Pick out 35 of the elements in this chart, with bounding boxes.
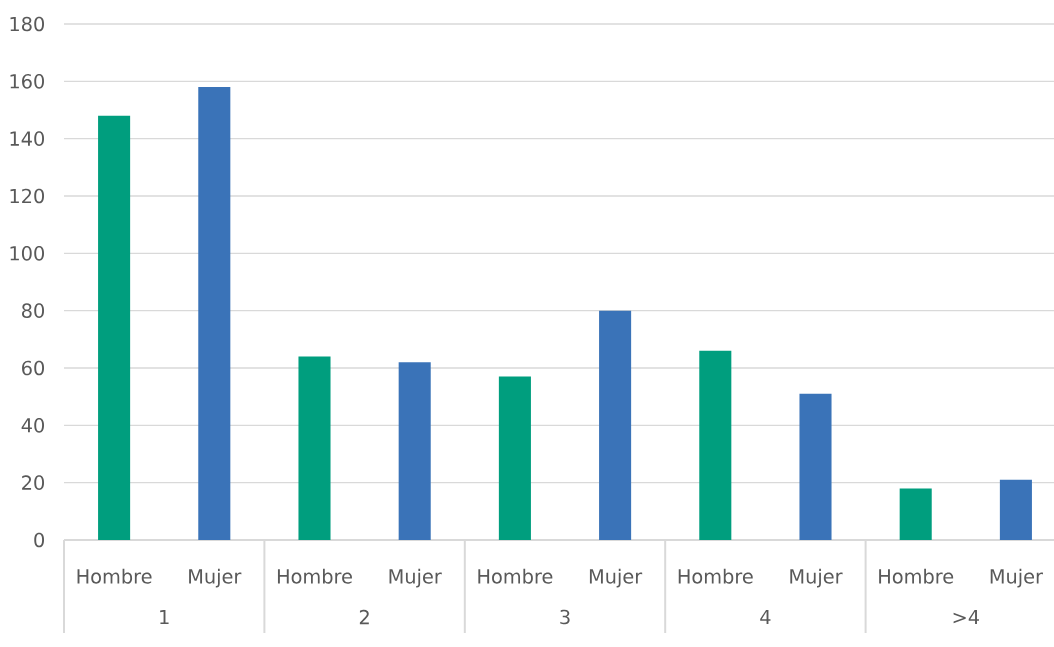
y-tick-label: 60 [22,360,44,376]
text: Mujer [189,568,242,588]
text: Hombre [478,568,553,584]
text: Mujer [990,568,1043,588]
y-tick-label: 140 [10,131,44,146]
x-tick-label: 1 [160,609,169,625]
y-tick-label: 0 [34,532,45,548]
text: Hombre [879,568,954,584]
bar [599,310,632,540]
bar [398,362,431,540]
bar [198,87,231,540]
text: Hombre [277,568,352,584]
x-tick-label: 4 [760,609,771,625]
x-tick-label: 2 [359,609,369,625]
y-tick-label: 20 [22,475,44,490]
y-tick-label: 160 [10,74,44,89]
bar [799,393,832,540]
x-tick-label: 3 [560,609,570,625]
x-tick-label: >4 [953,609,979,625]
text: Hombre [678,568,753,584]
bar [498,376,531,540]
bar [899,488,932,540]
series-label: Mujer [790,568,843,588]
y-tick-label: 80 [22,303,44,318]
bar [999,479,1032,540]
text: Mujer [589,568,643,588]
y-tick-label: 100 [10,246,44,261]
y-tick-label: 180 [10,16,44,32]
series-label: Hombre [77,568,152,584]
y-tick-label: 40 [21,418,44,433]
bar [298,356,331,540]
text: Mujer [389,568,442,588]
bar [699,350,732,540]
bar [98,115,131,540]
y-tick-label: 120 [10,188,44,204]
